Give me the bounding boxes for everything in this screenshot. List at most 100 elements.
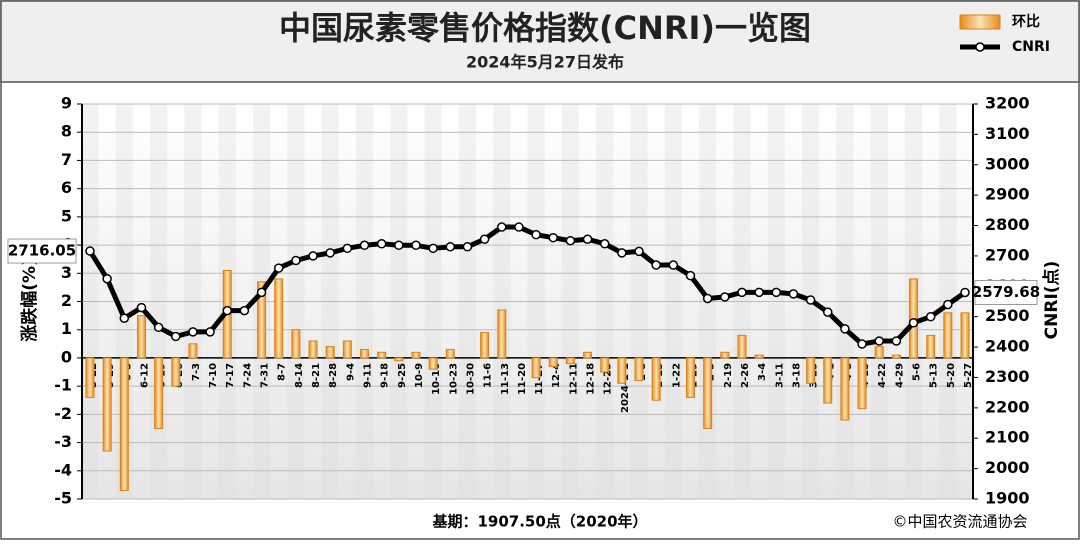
chart-title: 中国尿素零售价格指数(CNRI)一览图 — [279, 9, 811, 47]
x-tick-label: 4-22 — [877, 363, 888, 388]
bar — [634, 357, 644, 381]
x-tick-label: 3-4 — [757, 363, 768, 381]
line-marker — [308, 251, 318, 261]
bar — [531, 357, 541, 379]
bar — [960, 312, 970, 359]
x-tick-label: 2024-1-1 — [620, 363, 631, 413]
bar — [857, 357, 867, 410]
x-tick-label: 5-13 — [929, 363, 940, 388]
x-tick-label: 8-28 — [328, 363, 339, 388]
value-label-box — [7, 238, 77, 264]
bar — [685, 357, 695, 398]
y-tick-label: -3 — [54, 432, 72, 451]
x-tick-label: 8-14 — [294, 363, 305, 388]
line-marker — [822, 307, 833, 317]
y2-tick-label: 2300 — [985, 367, 1030, 386]
x-tick-label: 9-4 — [345, 363, 356, 381]
line-marker — [325, 248, 335, 258]
bar — [394, 357, 404, 362]
bar — [497, 309, 507, 359]
line-marker — [256, 287, 267, 298]
line-marker — [239, 305, 250, 316]
bar — [840, 357, 850, 421]
bar — [308, 340, 318, 359]
x-tick-label: 2-19 — [723, 363, 734, 388]
y-tick-label: -2 — [54, 404, 72, 423]
bar — [188, 343, 198, 359]
line-marker — [394, 240, 404, 251]
bar — [617, 357, 627, 384]
x-tick-label: 10-23 — [448, 363, 459, 395]
line-marker — [497, 222, 507, 232]
bar — [754, 354, 764, 359]
line-marker — [119, 313, 130, 323]
bar — [377, 351, 387, 359]
bar — [411, 351, 421, 359]
bar — [119, 357, 129, 492]
x-tick-label: 8-21 — [311, 363, 322, 388]
x-tick-label: 2-26 — [740, 363, 751, 388]
bar — [600, 357, 610, 373]
line-marker — [874, 336, 884, 346]
line-marker — [634, 246, 644, 257]
bar — [737, 334, 747, 359]
x-tick-label: 12-4 — [551, 363, 562, 388]
y2-tick-label: 3200 — [985, 94, 1030, 113]
x-tick-label: 8-7 — [277, 363, 288, 381]
bar — [325, 346, 335, 359]
y-tick-label: 2 — [61, 291, 72, 310]
y2-tick-label: 2200 — [985, 397, 1030, 416]
bar — [428, 357, 438, 370]
line-marker — [411, 240, 421, 251]
bar — [926, 334, 936, 359]
bar — [565, 357, 575, 365]
line-marker — [462, 242, 473, 252]
line-marker — [840, 324, 850, 334]
y-tick-label: 0 — [61, 347, 72, 366]
y2-tick-label: 2700 — [985, 245, 1030, 264]
y2-tick-label: 3100 — [985, 124, 1030, 143]
line-marker — [565, 235, 576, 246]
bar — [874, 346, 884, 359]
line-marker — [136, 302, 147, 313]
line-marker — [582, 234, 593, 244]
line-marker — [737, 287, 747, 298]
value-label: 2716.05 — [8, 242, 76, 260]
bar — [291, 329, 301, 359]
y2-tick-label: 2100 — [985, 428, 1030, 447]
x-tick-label: 10-16 — [431, 363, 442, 395]
y2-tick-label: 2000 — [985, 458, 1030, 477]
x-tick-label: 9-11 — [363, 363, 374, 388]
x-tick-label: 10-9 — [414, 363, 425, 388]
header — [0, 0, 1080, 83]
x-tick-label: 12-11 — [568, 363, 579, 395]
y-tick-label: 9 — [61, 94, 72, 113]
x-tick-label: 5-27 — [963, 363, 974, 388]
legend-swatch — [959, 14, 1001, 30]
y2-tick-label: 2900 — [985, 185, 1030, 204]
bar — [720, 351, 730, 359]
y-tick-label: -4 — [54, 460, 72, 479]
line-marker — [359, 240, 370, 251]
x-tick-label: 12-18 — [586, 363, 597, 395]
y-tick-label: 5 — [61, 206, 72, 225]
line-marker — [702, 293, 713, 304]
line-marker — [531, 229, 541, 240]
footnote: 基期：1907.50点（2020年） — [431, 513, 647, 531]
line — [87, 224, 967, 347]
x-tick-label: 11-6 — [483, 363, 494, 388]
line-marker — [273, 263, 284, 273]
x-tick-label: 3-11 — [774, 363, 785, 388]
line-marker — [943, 299, 953, 310]
x-tick-label: 7-17 — [225, 363, 236, 388]
y2-tick-label: 2500 — [985, 306, 1030, 325]
bar — [360, 348, 370, 359]
x-tick-label: 7-24 — [242, 363, 253, 388]
line-marker — [514, 222, 524, 232]
y-tick-label: 8 — [61, 122, 72, 141]
bar — [943, 312, 953, 359]
y2-tick-label: 2400 — [985, 337, 1030, 356]
bar — [102, 357, 112, 452]
line-marker — [754, 287, 764, 298]
